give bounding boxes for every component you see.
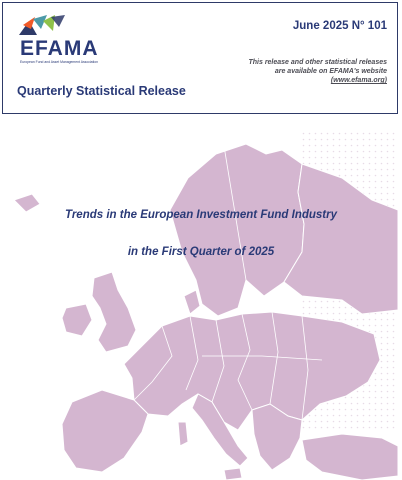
availability-note: This release and other statistical relea… <box>237 58 387 85</box>
logo-tagline: European Fund and Asset Management Assoc… <box>20 60 99 64</box>
report-headline-line-2: in the First Quarter of 2025 <box>127 246 275 258</box>
website-link[interactable]: (www.efama.org) <box>330 77 387 84</box>
release-title: Quarterly Statistical Release <box>17 84 186 98</box>
efama-logo-icon <box>17 15 77 42</box>
cover-map-area <box>2 120 398 480</box>
europe-map-icon <box>13 130 398 480</box>
availability-text: This release and other statistical relea… <box>248 59 387 75</box>
report-headline-line-1: Trends in the European Investment Fund I… <box>65 209 337 221</box>
header-box: EFAMA European Fund and Asset Management… <box>2 2 398 114</box>
issue-number: June 2025 N° 101 <box>292 20 387 32</box>
logo-wordmark: EFAMA <box>20 37 99 60</box>
